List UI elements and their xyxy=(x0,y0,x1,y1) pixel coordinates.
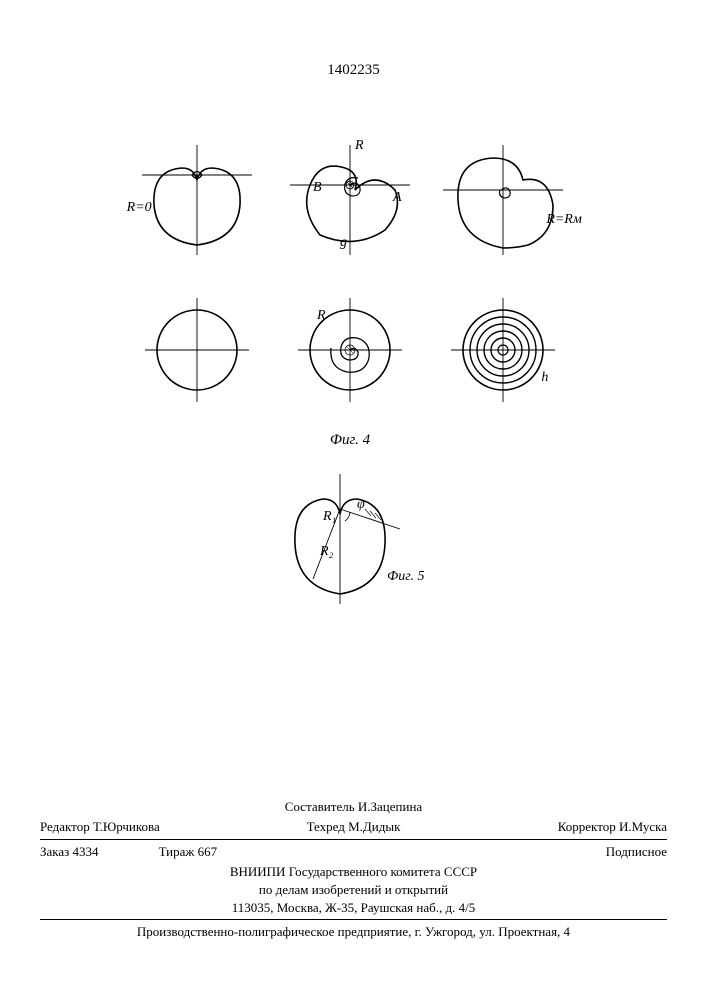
tirazh: Тираж 667 xyxy=(159,844,218,860)
figures-area: R=0 R A B g xyxy=(120,140,580,609)
fig-r-mid: R A B g xyxy=(285,140,415,260)
hr1 xyxy=(40,839,667,840)
label-b: B xyxy=(313,180,322,196)
order: Заказ 4334 xyxy=(40,844,99,860)
fig-spiral: R xyxy=(285,290,415,410)
fig-concentric: h xyxy=(438,290,568,410)
label-g: g xyxy=(340,235,347,251)
label-phi: φ xyxy=(357,497,365,513)
fig5-caption: Фиг. 5 xyxy=(387,569,425,585)
fig4-caption: Фиг. 4 xyxy=(120,432,580,449)
order-row: Заказ 4334 Тираж 667 Подписное xyxy=(40,844,667,860)
fig-r-zero: R=0 xyxy=(132,140,262,260)
label-r2: R xyxy=(317,308,326,324)
corrector: Корректор И.Муска xyxy=(458,819,667,835)
footer: Составитель И.Зацепина Редактор Т.Юрчико… xyxy=(40,797,667,940)
publisher: Производственно-полиграфическое предприя… xyxy=(40,924,667,940)
page-number: 1402235 xyxy=(327,62,380,79)
label-r-max: R=Rм xyxy=(546,212,582,228)
techred: Техред М.Дидык xyxy=(249,819,458,835)
label-r-zero: R=0 xyxy=(127,200,152,216)
org1: ВНИИПИ Государственного комитета СССР xyxy=(40,864,667,880)
label-a: A xyxy=(393,190,402,206)
org2: по делам изобретений и открытий xyxy=(40,882,667,898)
editor: Редактор Т.Юрчикова xyxy=(40,819,249,835)
credits-row: Редактор Т.Юрчикова Техред М.Дидык Корре… xyxy=(40,819,667,835)
figure-row-2: R h xyxy=(120,290,580,410)
fig5-wrap: R₁ R₂ φ Фиг. 5 xyxy=(120,469,580,609)
subscription: Подписное xyxy=(606,844,667,860)
hr2 xyxy=(40,919,667,920)
figure-row-1: R=0 R A B g xyxy=(120,140,580,260)
fig5: R₁ R₂ φ Фиг. 5 xyxy=(265,469,435,609)
fig-r-max: R=Rм xyxy=(438,140,568,260)
label-r2-fig5: R₂ xyxy=(320,544,333,560)
label-r: R xyxy=(355,138,364,154)
label-h: h xyxy=(541,370,548,386)
fig-plain-circle xyxy=(132,290,262,410)
label-r1: R₁ xyxy=(323,509,336,525)
address1: 113035, Москва, Ж-35, Раушская наб., д. … xyxy=(40,900,667,916)
compiler-line: Составитель И.Зацепина xyxy=(40,799,667,815)
